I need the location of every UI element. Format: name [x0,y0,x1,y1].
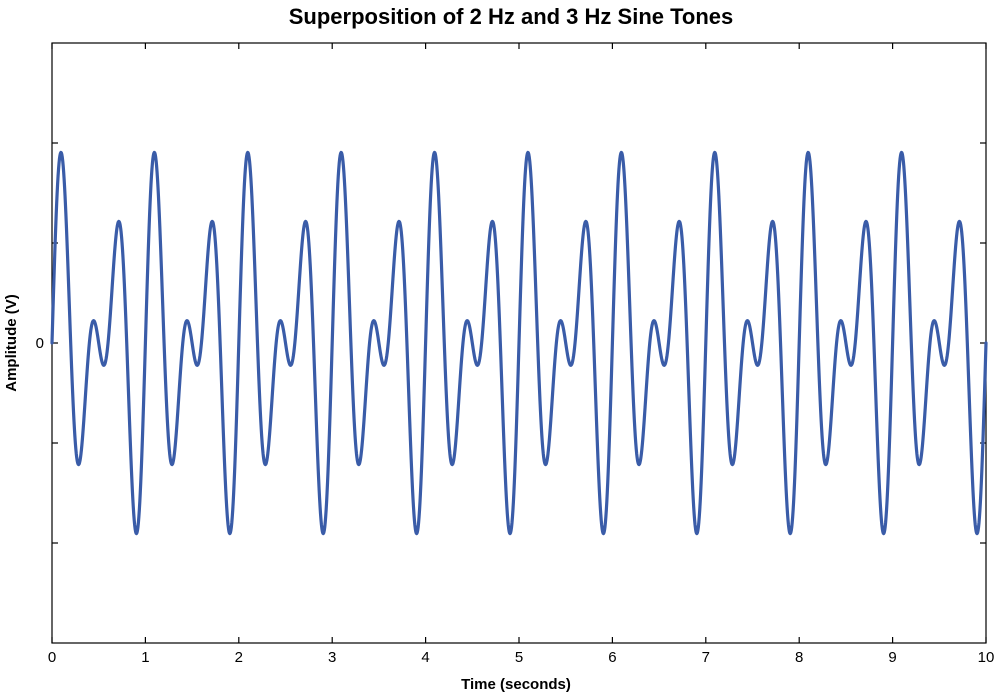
x-tick-label: 4 [421,649,429,666]
x-tick-label: 6 [608,649,616,666]
x-axis-label: Time (seconds) [461,676,571,693]
x-tick-label: 8 [795,649,803,666]
x-tick-label: 2 [235,649,243,666]
axis-ticks [51,43,987,643]
y-tick-label: 0 [36,335,44,352]
series-line [50,150,988,536]
x-tick-label: 10 [978,649,995,666]
x-tick-label: 3 [328,649,336,666]
x-tick-label: 5 [515,649,523,666]
tick-labels: 0 1 2 3 4 5 6 7 8 9 10 0 [36,335,995,666]
x-tick-label: 7 [702,649,710,666]
series-group [50,150,988,536]
chart-title: Superposition of 2 Hz and 3 Hz Sine Tone… [289,4,734,29]
y-axis-label: Amplitude (V) [3,294,20,392]
x-tick-label: 0 [48,649,56,666]
x-tick-label: 1 [141,649,149,666]
x-tick-label: 9 [888,649,896,666]
